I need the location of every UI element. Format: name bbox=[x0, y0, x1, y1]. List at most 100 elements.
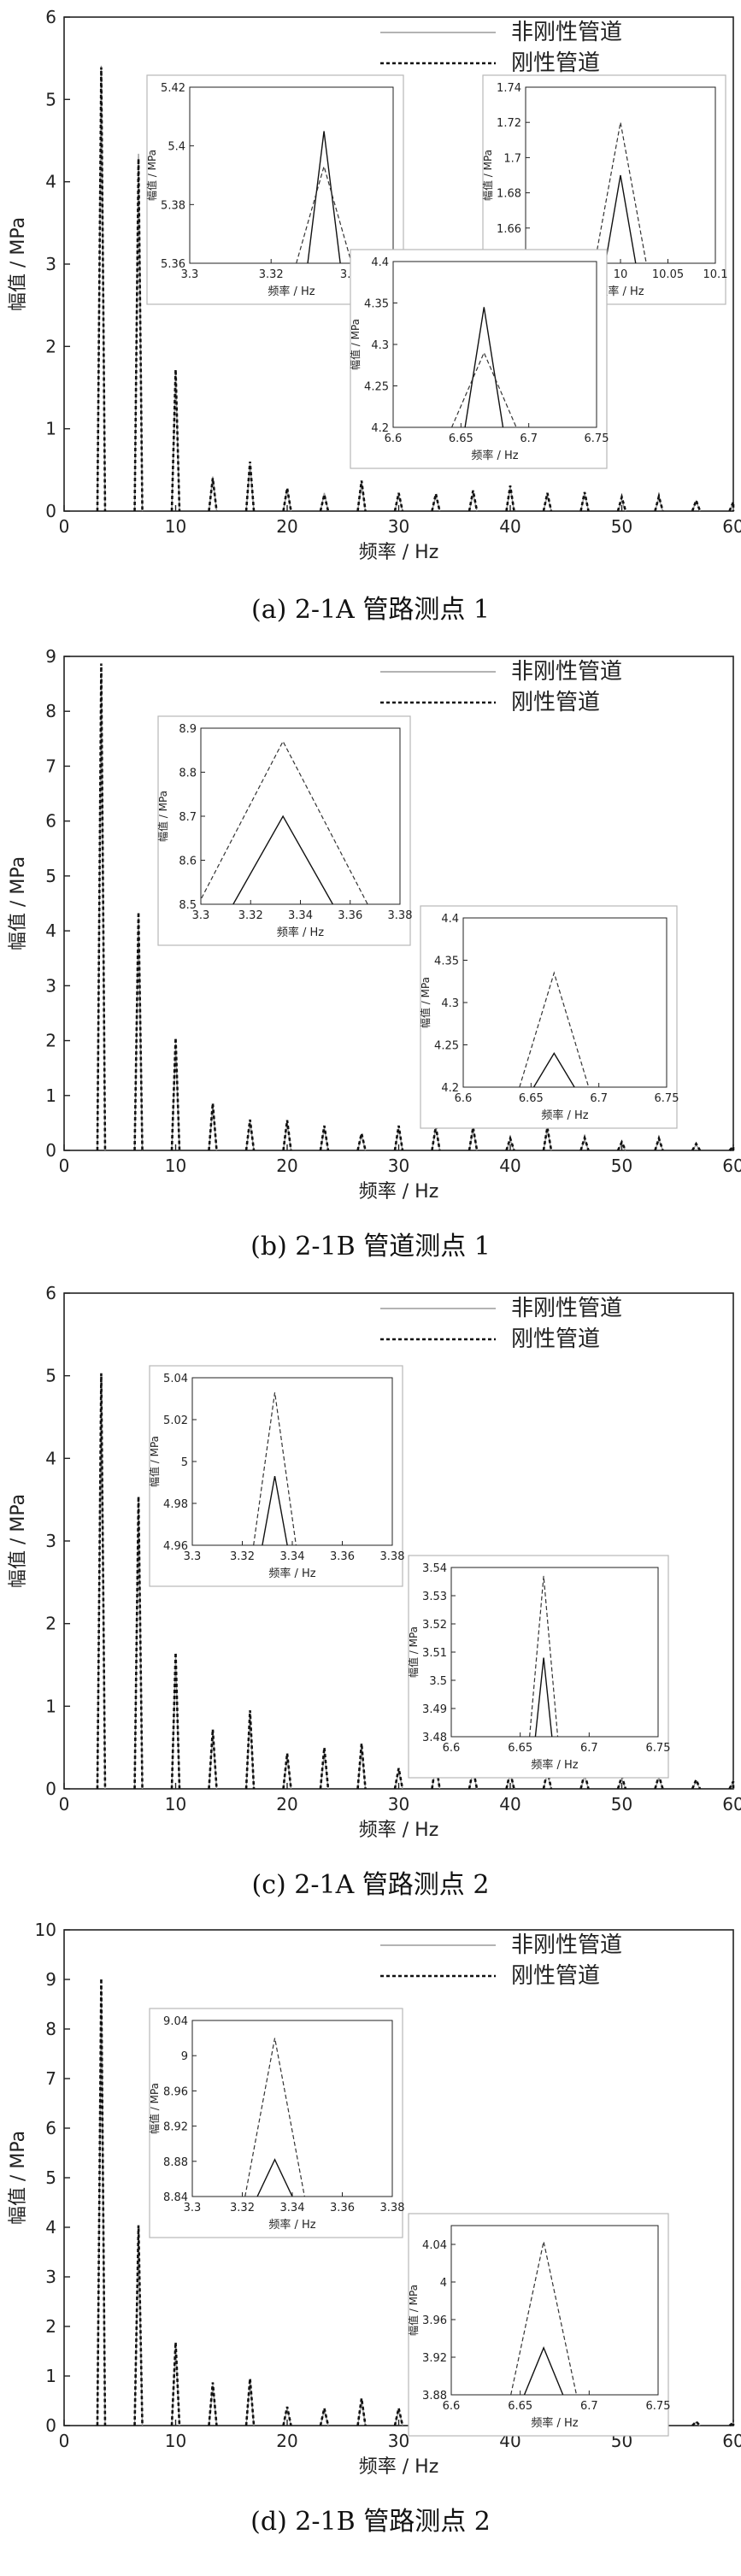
inset-frame bbox=[408, 1555, 669, 1779]
y-tick-label: 0 bbox=[45, 1779, 56, 1799]
y-tick-label: 4 bbox=[45, 920, 56, 941]
x-tick-label: 30 bbox=[388, 516, 409, 537]
rigid-peak bbox=[170, 2342, 181, 2426]
inset-x-tick-label: 6.7 bbox=[590, 1092, 608, 1105]
rigid-peak bbox=[96, 67, 107, 512]
inset-0: 8.84 8.88 8.92 8.96 9 9.04 3.3 3.32 3.34 3.36 3.38… bbox=[148, 2008, 404, 2238]
inset-0: 4.96 4.98 5 5.02 5.04 3.3 3.32 3.34 3.36 3.38 频率 /… bbox=[148, 1365, 405, 1587]
x-tick-label: 0 bbox=[59, 1156, 70, 1176]
inset-x-tick-label: 3.36 bbox=[338, 909, 362, 922]
flexible-peak bbox=[133, 917, 144, 1151]
inset-y-tick-label: 1.66 bbox=[497, 223, 521, 236]
flexible-peak bbox=[245, 464, 255, 512]
inset-x-tick-label: 3.32 bbox=[230, 2202, 255, 2214]
inset-x-tick-label: 6.6 bbox=[443, 2400, 461, 2413]
inset-x-tick-label: 3.38 bbox=[388, 909, 413, 922]
inset-x-label: 频率 / Hz bbox=[471, 449, 518, 462]
inset-y-tick-label: 4.35 bbox=[434, 956, 459, 968]
inset-y-tick-label: 4.98 bbox=[163, 1498, 188, 1511]
legend-label-rigid: 刚性管道 bbox=[511, 50, 600, 76]
y-tick-label: 2 bbox=[45, 2316, 56, 2337]
x-tick-label: 50 bbox=[611, 516, 632, 537]
inset-x-tick-label: 3.38 bbox=[380, 2202, 405, 2214]
inset-x-tick-label: 6.7 bbox=[580, 2400, 598, 2413]
inset-axes bbox=[189, 86, 394, 264]
inset-x-tick-label: 3.34 bbox=[280, 1550, 305, 1563]
inset-x-tick-label: 6.6 bbox=[385, 432, 403, 445]
rigid-peak bbox=[505, 1134, 515, 1151]
inset-flexible-peak bbox=[534, 1657, 553, 1737]
rigid-peak bbox=[244, 1710, 256, 1790]
inset-x-tick-label: 3.32 bbox=[259, 268, 284, 281]
flexible-peak bbox=[97, 673, 106, 1151]
inset-y-tick-label: 3.88 bbox=[422, 2390, 447, 2403]
legend-label-rigid: 刚性管道 bbox=[511, 690, 600, 715]
inset-y-tick-label: 4.25 bbox=[434, 1040, 459, 1053]
inset-x-tick-label: 3.3 bbox=[184, 2202, 202, 2214]
rigid-peak bbox=[356, 1743, 367, 1790]
y-axis-label: 幅值 / MPa bbox=[8, 1494, 29, 1588]
y-tick-label: 5 bbox=[45, 89, 56, 109]
y-tick-label: 10 bbox=[35, 1920, 56, 1940]
inset-y-label: 幅值 / MPa bbox=[481, 150, 494, 201]
inset-peaks bbox=[519, 971, 590, 1087]
rigid-peak bbox=[319, 1125, 330, 1151]
flexible-peak bbox=[133, 153, 144, 512]
inset-rigid-peak bbox=[244, 2038, 305, 2197]
rigid-peak bbox=[133, 912, 144, 1151]
rigid-peak bbox=[691, 497, 702, 512]
inset-peaks bbox=[450, 307, 517, 427]
rigid-peak bbox=[244, 1119, 256, 1151]
inset-peaks bbox=[253, 1392, 297, 1545]
rigid-peak bbox=[393, 1125, 404, 1151]
y-tick-label: 2 bbox=[45, 1614, 56, 1634]
inset-y-tick-label: 8.5 bbox=[179, 899, 197, 912]
inset-y-label: 幅值 / MPa bbox=[148, 1436, 161, 1487]
inset-flexible-peak bbox=[604, 174, 637, 263]
y-tick-label: 6 bbox=[45, 7, 56, 27]
x-axis-label: 频率 / Hz bbox=[359, 1181, 439, 1203]
inset-x-label: 频率 / Hz bbox=[531, 2416, 578, 2430]
inset-peaks bbox=[244, 2038, 305, 2197]
x-axis-label: 频率 / Hz bbox=[359, 542, 439, 563]
x-tick-label: 30 bbox=[388, 2431, 409, 2451]
inset-y-tick-label: 5 bbox=[181, 1456, 188, 1469]
inset-y-tick-label: 8.88 bbox=[163, 2156, 188, 2169]
inset-x-tick-label: 6.65 bbox=[449, 432, 473, 445]
y-tick-label: 0 bbox=[45, 1140, 56, 1161]
inset-y-tick-label: 3.96 bbox=[422, 2314, 447, 2327]
rigid-peak bbox=[393, 492, 404, 512]
inset-y-tick-label: 5.02 bbox=[163, 1414, 188, 1427]
inset-y-tick-label: 3.52 bbox=[422, 1619, 447, 1632]
inset-rigid-peak bbox=[519, 971, 590, 1087]
rigid-peak bbox=[244, 462, 256, 512]
rigid-peak bbox=[133, 2225, 144, 2426]
inset-x-tick-label: 10 bbox=[614, 268, 628, 281]
inset-1: 4.2 4.25 4.3 4.35 4.4 6.6 6.65 6.7 6.75 频率 / Hz 幅值… bbox=[419, 905, 679, 1129]
y-tick-label: 0 bbox=[45, 501, 56, 521]
inset-x-label: 频率 / Hz bbox=[277, 926, 324, 939]
inset-y-tick-label: 8.92 bbox=[163, 2121, 188, 2134]
inset-y-tick-label: 4.35 bbox=[364, 298, 389, 311]
inset-frame bbox=[408, 2213, 669, 2437]
inset-flexible-peak bbox=[464, 307, 504, 427]
inset-x-label: 频率 / Hz bbox=[541, 1109, 588, 1122]
inset-y-tick-label: 9.04 bbox=[163, 2015, 188, 2028]
inset-x-tick-label: 3.38 bbox=[380, 1550, 405, 1563]
x-tick-label: 60 bbox=[722, 2431, 741, 2451]
inset-x-tick-label: 10.05 bbox=[652, 268, 684, 281]
inset-y-tick-label: 5.4 bbox=[168, 141, 185, 154]
inset-y-tick-label: 4.2 bbox=[441, 1082, 459, 1095]
inset-x-tick-label: 6.75 bbox=[646, 1742, 671, 1755]
inset-flexible-peak bbox=[262, 1476, 288, 1545]
y-tick-label: 5 bbox=[45, 866, 56, 886]
x-tick-label: 10 bbox=[165, 1156, 186, 1176]
rigid-peak bbox=[579, 491, 590, 512]
rigid-peak bbox=[431, 493, 441, 512]
y-tick-label: 0 bbox=[45, 2415, 56, 2436]
y-tick-label: 1 bbox=[45, 2366, 56, 2386]
y-tick-label: 2 bbox=[45, 336, 56, 356]
inset-x-tick-label: 3.3 bbox=[184, 1550, 202, 1563]
rigid-peak bbox=[542, 1126, 553, 1151]
